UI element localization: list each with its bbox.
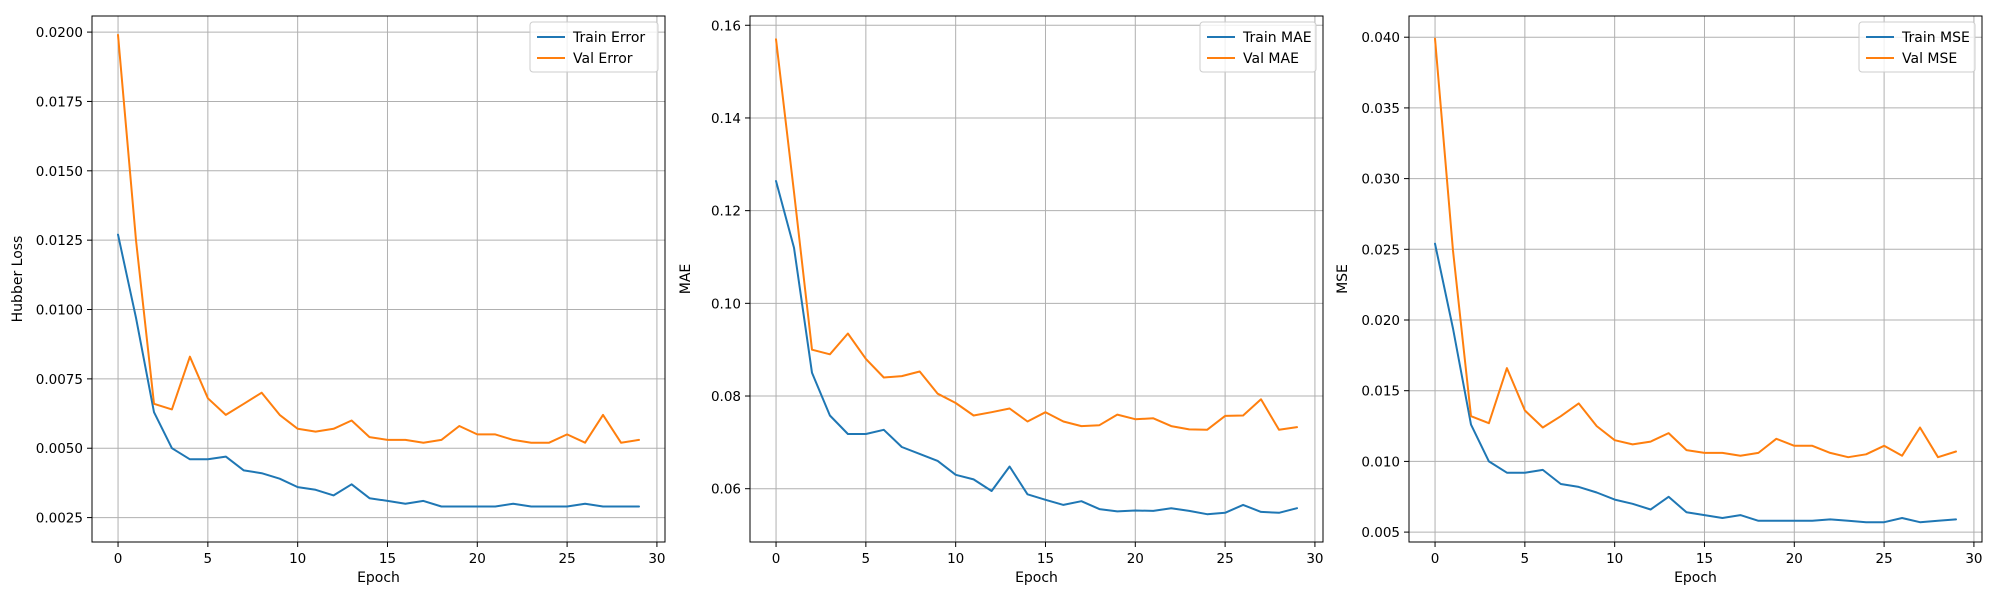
series-line-val-error: [117, 33, 640, 444]
y-tick-label: 0.030: [1361, 172, 1400, 188]
legend-label: Train MAE: [1242, 30, 1312, 46]
legend-label: Train MSE: [1901, 30, 1970, 46]
series-line-train-mse: [1434, 242, 1957, 524]
x-tick-label: 0: [1431, 551, 1440, 567]
y-tick-label: 0.0050: [36, 441, 83, 457]
x-tick-label: 25: [1217, 551, 1234, 567]
x-tick-label: 15: [379, 551, 396, 567]
series-line-train-mae: [775, 180, 1298, 516]
y-tick-label: 0.020: [1361, 313, 1400, 329]
x-tick-label: 15: [1696, 551, 1713, 567]
y-tick-label: 0.12: [711, 204, 741, 220]
x-tick-label: 30: [1306, 551, 1323, 567]
x-tick-label: 15: [1037, 551, 1054, 567]
chart-panel-1: 0 5 10 15 20 25 30 0.0025 0.0050 0.0075 0.0100 0.01…: [10, 15, 666, 586]
chart-panel-2: 0 5 10 15 20 25 30 0.06 0.08 0.10 0.12 0.14 0.16 Epoc…: [678, 15, 1324, 586]
y-tick-label: 0.0100: [36, 303, 83, 319]
x-tick-label: 0: [114, 551, 123, 567]
x-tick-label: 10: [289, 551, 306, 567]
y-tick-label: 0.16: [711, 18, 741, 34]
y-tick-label: 0.0075: [36, 372, 83, 388]
y-tick-label: 0.0150: [36, 164, 83, 180]
series-line-train-error: [117, 233, 640, 508]
y-tick-label: 0.0025: [36, 511, 83, 527]
series-line-val-mse: [1434, 37, 1957, 459]
legend-box: [1858, 21, 1976, 73]
y-tick-label: 0.015: [1361, 384, 1400, 400]
y-tick-label: 0.005: [1361, 525, 1400, 541]
x-tick-label: 5: [862, 551, 871, 567]
y-axis-label: MAE: [678, 264, 694, 295]
x-axis-label: Epoch: [357, 570, 400, 586]
y-tick-label: 0.10: [711, 296, 741, 312]
axes-frame: [1408, 15, 1983, 543]
x-tick-label: 0: [772, 551, 781, 567]
x-tick-label: 5: [1521, 551, 1530, 567]
y-tick-label: 0.035: [1361, 101, 1400, 117]
y-tick-label: 0.040: [1361, 30, 1400, 46]
series-line-val-mae: [775, 38, 1298, 431]
legend-label: Train Error: [572, 30, 645, 46]
x-tick-label: 30: [1965, 551, 1982, 567]
y-tick-label: 0.0200: [36, 25, 83, 41]
legend-label: Val MAE: [1243, 51, 1299, 67]
x-axis-label: Epoch: [1674, 570, 1717, 586]
x-tick-label: 20: [469, 551, 486, 567]
x-tick-label: 25: [1876, 551, 1893, 567]
axes-frame: [91, 15, 666, 543]
x-axis-label: Epoch: [1015, 570, 1058, 586]
x-tick-label: 30: [648, 551, 665, 567]
x-tick-label: 20: [1786, 551, 1803, 567]
y-tick-label: 0.0125: [36, 233, 83, 249]
y-tick-label: 0.08: [711, 389, 741, 405]
legend-box: [529, 21, 659, 73]
x-tick-label: 10: [1606, 551, 1623, 567]
legend: Train Error Val Error: [529, 21, 659, 73]
legend: Train MSE Val MSE: [1858, 21, 1976, 73]
chart-panel-3: 0 5 10 15 20 25 30 0.005 0.010 0.015 0.020 0.025 0.0…: [1335, 15, 1983, 586]
y-tick-label: 0.14: [711, 111, 741, 127]
y-tick-label: 0.010: [1361, 454, 1400, 470]
x-tick-label: 10: [947, 551, 964, 567]
y-tick-label: 0.0175: [36, 94, 83, 110]
legend-label: Val MSE: [1902, 51, 1957, 67]
y-axis-label: Hubber Loss: [10, 236, 26, 323]
legend-box: [1199, 21, 1317, 73]
axes-frame: [749, 15, 1324, 543]
y-axis-label: MSE: [1335, 264, 1351, 294]
legend-label: Val Error: [573, 51, 633, 67]
y-tick-label: 0.025: [1361, 242, 1400, 258]
legend: Train MAE Val MAE: [1199, 21, 1317, 73]
x-tick-label: 5: [204, 551, 213, 567]
y-tick-label: 0.06: [711, 482, 741, 498]
x-tick-label: 20: [1127, 551, 1144, 567]
x-tick-label: 25: [559, 551, 576, 567]
